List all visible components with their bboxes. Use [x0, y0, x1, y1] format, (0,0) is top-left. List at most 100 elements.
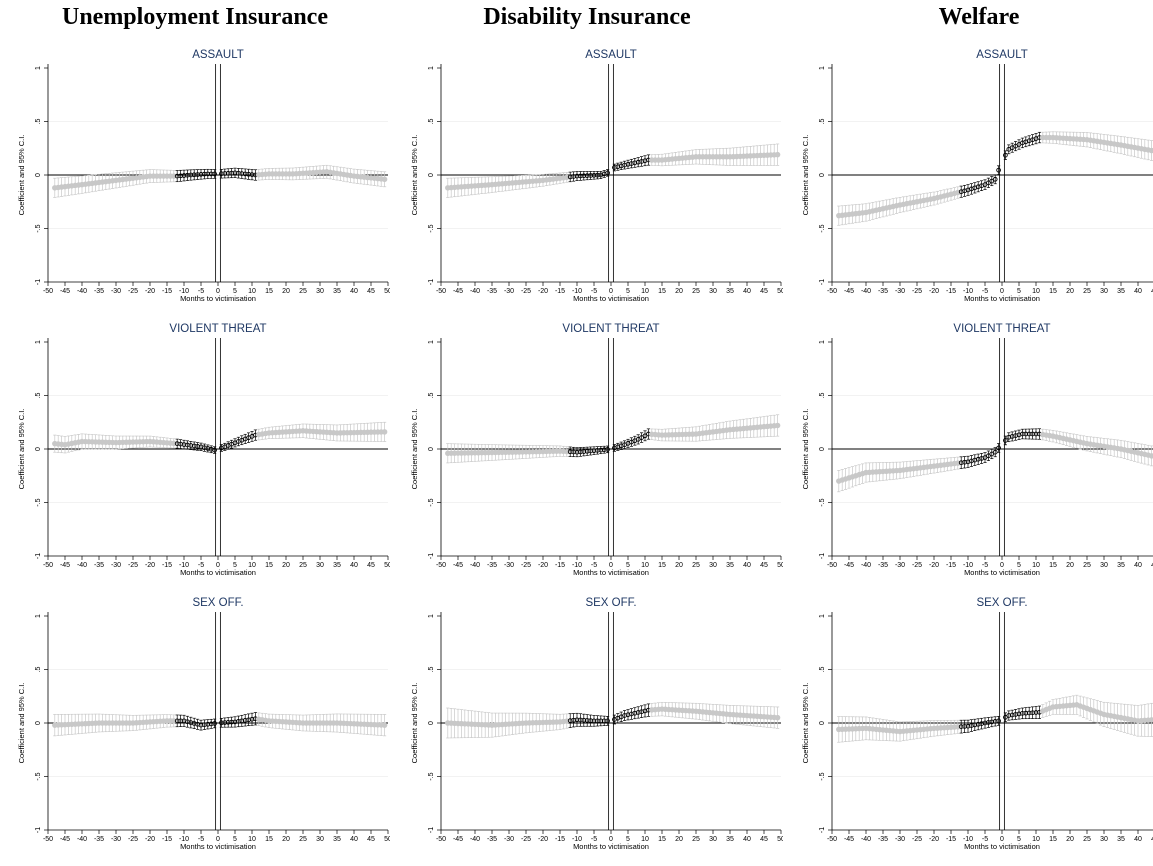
- y-tick-label: 0: [819, 721, 826, 725]
- panel-title: ASSAULT: [976, 49, 1028, 61]
- y-axis-label: Coefficient and 95% C.I.: [410, 409, 419, 490]
- x-tick-label: 15: [265, 288, 273, 295]
- data-point: [1014, 141, 1018, 150]
- data-point: [230, 440, 234, 448]
- x-tick-label: 40: [743, 562, 751, 569]
- data-point: [633, 436, 637, 445]
- y-tick-label: -1: [819, 827, 826, 833]
- x-tick-label: -45: [60, 562, 70, 569]
- x-tick-label: -15: [162, 836, 172, 843]
- x-tick-label: -30: [895, 288, 905, 295]
- y-tick-label: -1: [35, 553, 42, 559]
- y-axis-label: Coefficient and 95% C.I.: [410, 135, 419, 216]
- y-tick-label: -.5: [819, 498, 826, 506]
- x-tick-label: -20: [929, 288, 939, 295]
- x-tick-label: -50: [827, 562, 837, 569]
- y-tick-label: 0: [819, 173, 826, 177]
- data-point: [247, 433, 251, 443]
- x-tick-label: 45: [367, 288, 375, 295]
- point-marker: [382, 430, 387, 435]
- x-tick-label: -35: [878, 288, 888, 295]
- x-tick-label: -35: [94, 562, 104, 569]
- x-tick-label: -20: [929, 836, 939, 843]
- data-point: [775, 144, 780, 165]
- x-tick-label: -35: [94, 836, 104, 843]
- x-tick-label: -35: [94, 288, 104, 295]
- x-tick-label: -15: [555, 562, 565, 569]
- x-axis-label: Months to victimisation: [573, 842, 649, 851]
- x-tick-label: -40: [861, 288, 871, 295]
- y-tick-label: .5: [428, 666, 435, 672]
- y-tick-label: -.5: [35, 224, 42, 232]
- panel-title: SEX OFF.: [976, 597, 1027, 609]
- x-tick-label: 15: [265, 562, 273, 569]
- y-tick-label: 1: [819, 66, 826, 70]
- x-tick-label: 15: [658, 836, 666, 843]
- x-tick-label: -30: [111, 288, 121, 295]
- x-tick-label: 40: [1134, 836, 1142, 843]
- x-tick-label: -20: [538, 288, 548, 295]
- data-point: [993, 175, 997, 184]
- x-tick-label: -40: [861, 836, 871, 843]
- data-point: [382, 422, 387, 441]
- y-tick-label: 1: [428, 66, 435, 70]
- y-tick-label: 1: [35, 614, 42, 618]
- x-tick-label: 40: [350, 836, 358, 843]
- x-tick-label: -20: [538, 836, 548, 843]
- chart-svg: SEX OFF.-1-.50.51-50-45-40-35-30-25-20-1…: [790, 592, 1153, 866]
- x-tick-label: -25: [912, 288, 922, 295]
- x-tick-label: -40: [77, 562, 87, 569]
- x-axis-label: Months to victimisation: [573, 294, 649, 303]
- x-tick-label: -25: [128, 288, 138, 295]
- x-tick-label: -15: [555, 836, 565, 843]
- x-tick-label: 35: [1117, 562, 1125, 569]
- point-marker: [382, 177, 387, 182]
- column-title-welfare: Welfare: [784, 4, 1153, 31]
- y-tick-label: .5: [819, 392, 826, 398]
- y-tick-label: -.5: [428, 772, 435, 780]
- x-tick-label: -45: [844, 288, 854, 295]
- x-tick-label: -30: [895, 836, 905, 843]
- y-axis-label: Coefficient and 95% C.I.: [17, 683, 26, 764]
- x-tick-label: 35: [333, 562, 341, 569]
- x-tick-label: 40: [350, 562, 358, 569]
- x-tick-label: -45: [844, 562, 854, 569]
- y-tick-label: -.5: [428, 224, 435, 232]
- y-tick-label: .5: [819, 118, 826, 124]
- y-tick-label: -.5: [35, 498, 42, 506]
- x-tick-label: 45: [760, 288, 768, 295]
- data-point: [1007, 145, 1011, 154]
- y-axis-label: Coefficient and 95% C.I.: [410, 683, 419, 764]
- y-tick-label: .5: [428, 118, 435, 124]
- x-tick-label: -15: [162, 562, 172, 569]
- x-tick-label: 45: [760, 836, 768, 843]
- y-tick-label: 1: [428, 340, 435, 344]
- y-tick-label: -.5: [35, 772, 42, 780]
- x-tick-label: -40: [77, 836, 87, 843]
- y-tick-label: 1: [819, 340, 826, 344]
- data-point: [636, 435, 640, 444]
- x-tick-label: -45: [60, 288, 70, 295]
- x-tick-label: -30: [504, 836, 514, 843]
- x-tick-label: -35: [878, 836, 888, 843]
- panel-title: ASSAULT: [585, 49, 637, 61]
- data-point: [640, 433, 644, 443]
- x-tick-label: -25: [521, 288, 531, 295]
- x-axis-label: Months to victimisation: [573, 568, 649, 577]
- x-tick-label: -45: [453, 836, 463, 843]
- column-title-unemployment: Unemployment Insurance: [0, 4, 390, 31]
- data-point: [643, 431, 647, 441]
- x-tick-label: -40: [77, 288, 87, 295]
- x-axis-label: Months to victimisation: [964, 568, 1040, 577]
- x-tick-label: -15: [946, 562, 956, 569]
- x-tick-label: -15: [162, 288, 172, 295]
- x-tick-label: -45: [844, 836, 854, 843]
- chart-svg: ASSAULT-1-.50.51-50-45-40-35-30-25-20-15…: [790, 44, 1153, 318]
- x-tick-label: -40: [470, 562, 480, 569]
- x-tick-label: 35: [333, 288, 341, 295]
